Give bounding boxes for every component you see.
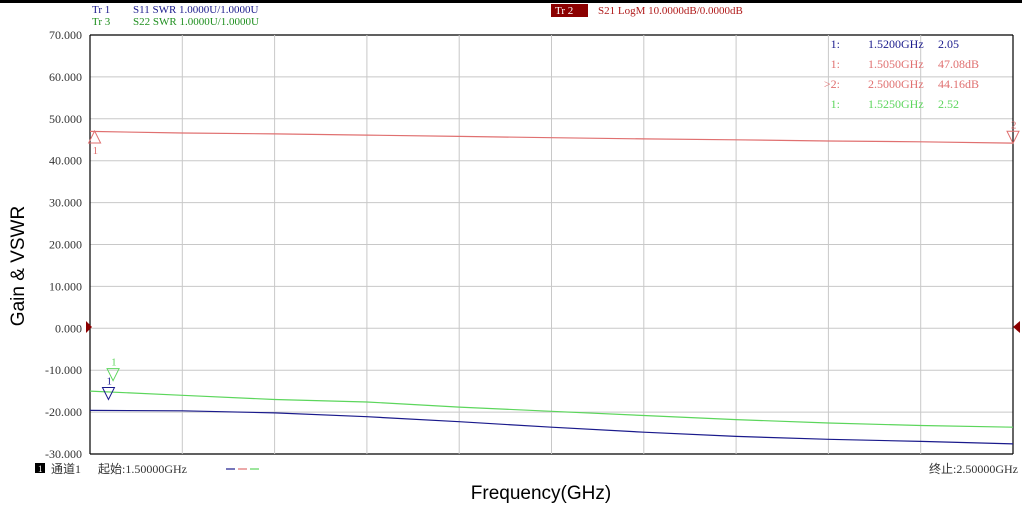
marker-s21-m2[interactable] xyxy=(1006,130,1020,145)
trace-2-label-badge[interactable] xyxy=(551,4,588,17)
marker-readout-prefix: >2: xyxy=(824,77,840,91)
y-axis-title: Gain & VSWR xyxy=(8,206,29,326)
marker-s21-m2-label: 2 xyxy=(1011,119,1017,131)
start-frequency[interactable]: 起始:1.50000GHz xyxy=(98,462,187,476)
trace-3-label[interactable]: Tr 3 xyxy=(92,16,111,28)
trace-lines xyxy=(89,130,1014,445)
stop-frequency[interactable]: 终止:2.50000GHz xyxy=(929,461,1018,476)
marker-readout-prefix: 1: xyxy=(831,97,840,111)
trace-s11-line xyxy=(89,409,1014,445)
marker-readout-value: 2.52 xyxy=(938,97,959,111)
marker-readout-value: 2.05 xyxy=(938,37,959,51)
reference-level-right-arrow[interactable] xyxy=(1013,321,1020,333)
marker-readout-frequency: 2.5000GHz xyxy=(868,77,924,91)
marker-s11-m1-label: 1 xyxy=(106,376,112,388)
trace-3-measurement: S22 SWR 1.0000U/1.0000U xyxy=(133,16,259,28)
marker-s21-m1-label: 1 xyxy=(93,145,99,157)
y-tick-label: -20.000 xyxy=(45,405,82,419)
trace-2-label[interactable]: Tr 2 xyxy=(555,5,573,17)
marker-s22-m1-label: 1 xyxy=(111,357,117,369)
trace-s21-line xyxy=(89,130,1014,144)
y-tick-label: -10.000 xyxy=(45,363,82,377)
y-tick-label: 30.000 xyxy=(49,196,82,210)
marker-s11-m1[interactable] xyxy=(101,387,116,401)
trace-s22-line xyxy=(89,390,1014,428)
marker-readout-prefix: 1: xyxy=(831,57,840,71)
marker-readout-table: 1: 1.5200GHz 2.05 1: 1.5050GHz 47.08dB >2: 2.50… xyxy=(824,37,979,111)
marker-s21-m1[interactable] xyxy=(87,129,102,144)
y-axis-ticks: 70.000 60.000 50.000 40.000 30.000 20.000 10.0… xyxy=(45,28,82,461)
y-tick-label: -30.000 xyxy=(45,447,82,461)
channel-indicator[interactable] xyxy=(35,463,45,473)
channel-label[interactable]: 通道1 xyxy=(51,462,81,476)
marker-readout-prefix: 1: xyxy=(831,37,840,51)
top-border xyxy=(0,0,1022,3)
marker-symbols: 1 2 1 1 xyxy=(87,119,1020,401)
trace-2-measurement: S21 LogM 10.0000dB/0.0000dB xyxy=(598,5,743,17)
y-tick-label: 0.000 xyxy=(55,321,82,335)
plot-grid xyxy=(89,34,1014,455)
footer-bar: 1 通道1 起始:1.50000GHz 终止:2.50000GHz xyxy=(35,461,1018,476)
reference-level-left-arrow[interactable] xyxy=(86,321,92,333)
y-tick-label: 60.000 xyxy=(49,70,82,84)
marker-readout-frequency: 1.5050GHz xyxy=(868,57,924,71)
y-tick-label: 20.000 xyxy=(49,238,82,252)
y-tick-label: 40.000 xyxy=(49,154,82,168)
x-axis-title: Frequency(GHz) xyxy=(471,483,611,504)
marker-readout-frequency: 1.5250GHz xyxy=(868,97,924,111)
y-tick-label: 70.000 xyxy=(49,28,82,42)
marker-s22-m1[interactable] xyxy=(106,368,120,382)
channel-index: 1 xyxy=(38,464,43,474)
trace-header: Tr 1 S11 SWR 1.0000U/1.0000U Tr 3 S22 SW… xyxy=(92,4,743,28)
marker-readout-value: 44.16dB xyxy=(938,77,979,91)
trace-1-measurement: S11 SWR 1.0000U/1.0000U xyxy=(133,4,259,16)
marker-readout-frequency: 1.5200GHz xyxy=(868,37,924,51)
y-tick-label: 50.000 xyxy=(49,112,82,126)
marker-readout-value: 47.08dB xyxy=(938,57,979,71)
y-tick-label: 10.000 xyxy=(49,279,82,293)
trace-1-label[interactable]: Tr 1 xyxy=(92,4,110,16)
